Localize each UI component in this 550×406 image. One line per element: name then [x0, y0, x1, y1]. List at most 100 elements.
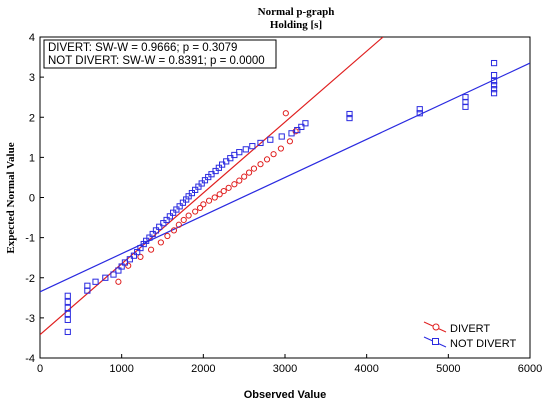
stats-line-divert: DIVERT: SW-W = 0.9666; p = 0.3079	[48, 42, 237, 54]
point-not-divert	[278, 133, 285, 140]
point-not-divert	[121, 259, 129, 266]
point-not-divert	[64, 292, 71, 299]
point-not-divert	[242, 146, 249, 153]
axis-ticks: 0 1000 2000 3000 4000 5000 6000 -4 -3 -2 -1 0 1 2 3 4	[25, 32, 542, 375]
point-not-divert	[160, 220, 167, 227]
point-divert	[170, 227, 178, 234]
y-tick-label: 4	[29, 32, 35, 44]
point-not-divert	[223, 158, 230, 165]
chart-title: Normal p-graph	[258, 6, 335, 18]
stats-line-not-divert: NOT DIVERT: SW-W = 0.8391; p = 0.0000	[48, 55, 265, 67]
point-not-divert	[130, 252, 138, 259]
point-not-divert	[192, 186, 199, 193]
point-not-divert	[134, 248, 141, 256]
y-tick-label: -2	[25, 273, 35, 285]
point-divert	[250, 165, 258, 172]
point-not-divert	[185, 193, 192, 200]
point-not-divert	[490, 78, 498, 85]
point-not-divert	[118, 263, 125, 270]
y-tick-label: -3	[25, 313, 35, 325]
point-not-divert	[267, 136, 274, 143]
x-tick-label: 1000	[109, 363, 133, 375]
point-not-divert	[346, 110, 353, 118]
x-tick-label: 5000	[436, 363, 460, 375]
point-not-divert	[92, 278, 99, 285]
legend-marker-not-divert	[432, 338, 439, 345]
point-not-divert	[195, 183, 202, 190]
x-axis-label: Observed Value	[244, 389, 327, 401]
plot-area	[39, 36, 531, 359]
legend-label-not-divert: NOT DIVERT	[450, 338, 516, 350]
point-divert	[137, 253, 144, 260]
point-not-divert	[64, 310, 71, 317]
point-divert	[270, 151, 277, 158]
point-not-divert	[294, 126, 301, 134]
legend-marker-divert	[432, 323, 440, 331]
point-not-divert	[201, 177, 209, 184]
point-divert	[125, 262, 132, 269]
point-not-divert	[490, 59, 498, 67]
y-tick-label: -1	[25, 233, 35, 245]
point-divert	[200, 201, 207, 208]
point-not-divert	[302, 120, 309, 127]
point-not-divert	[152, 227, 160, 234]
point-divert	[292, 128, 299, 135]
point-not-divert	[156, 223, 163, 230]
y-tick-label: -4	[25, 353, 35, 365]
point-divert	[236, 177, 243, 184]
point-divert	[211, 194, 218, 201]
point-not-divert	[173, 206, 180, 213]
point-divert	[147, 246, 155, 253]
x-tick-label: 2000	[191, 363, 215, 375]
point-not-divert	[115, 267, 122, 274]
point-not-divert	[146, 234, 153, 241]
point-divert	[157, 239, 164, 246]
point-divert	[231, 181, 238, 188]
legend: DIVERT NOT DIVERT	[423, 321, 516, 350]
fit-line-divert	[40, 37, 384, 336]
point-divert	[164, 232, 171, 240]
point-not-divert	[64, 328, 71, 336]
point-divert	[216, 191, 223, 198]
point-not-divert	[149, 230, 156, 238]
fit-line-not-divert	[40, 62, 530, 293]
point-not-divert	[236, 149, 243, 156]
point-not-divert	[288, 130, 295, 137]
point-divert	[185, 212, 192, 219]
point-not-divert	[462, 94, 469, 101]
x-tick-label: 0	[37, 363, 43, 375]
point-not-divert	[208, 171, 215, 178]
y-tick-label: 3	[29, 72, 35, 84]
fit-lines	[40, 37, 530, 336]
point-not-divert	[170, 209, 177, 216]
x-tick-label: 3000	[273, 363, 297, 375]
point-divert	[257, 161, 264, 168]
point-not-divert	[179, 199, 187, 206]
point-not-divert	[64, 298, 71, 305]
data-points	[64, 59, 498, 336]
point-not-divert	[215, 164, 222, 171]
point-not-divert	[64, 304, 71, 311]
point-divert	[286, 138, 293, 145]
y-axis-label: Expected Normal Value	[5, 142, 17, 253]
y-tick-label: 0	[29, 193, 35, 205]
point-not-divert	[490, 72, 498, 79]
point-not-divert	[110, 271, 117, 278]
point-not-divert	[490, 86, 498, 93]
point-not-divert	[298, 123, 305, 130]
point-not-divert	[166, 213, 173, 220]
point-divert	[205, 197, 213, 204]
point-divert	[225, 184, 232, 191]
point-divert	[241, 173, 248, 180]
point-not-divert	[198, 180, 205, 187]
point-not-divert	[212, 167, 219, 175]
point-not-divert	[176, 203, 183, 210]
point-not-divert	[257, 139, 264, 147]
chart-subtitle: Holding [s]	[270, 19, 322, 31]
point-not-divert	[490, 90, 498, 97]
point-divert	[196, 204, 204, 212]
legend-label-divert: DIVERT	[450, 323, 490, 335]
x-tick-label: 4000	[354, 363, 378, 375]
point-not-divert	[126, 256, 133, 263]
